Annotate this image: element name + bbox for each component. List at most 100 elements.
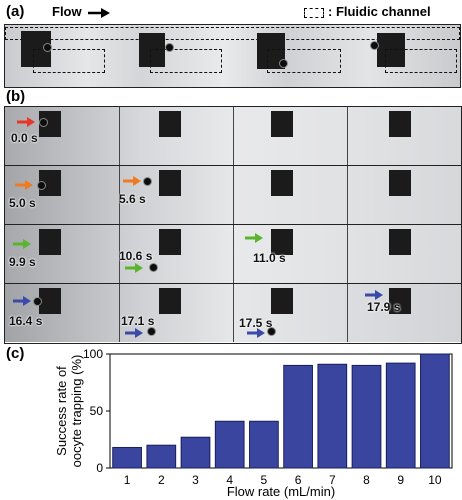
bar — [249, 420, 279, 469]
arrow-icon — [17, 117, 35, 127]
arrow-icon — [365, 290, 383, 300]
flow-arrow-icon — [88, 7, 111, 18]
x-tick-label: 4 — [226, 473, 233, 487]
trap-structure — [39, 229, 61, 255]
panel-b-label: (b) — [6, 88, 26, 105]
frame: 11.0 s — [233, 225, 348, 283]
x-axis-label: Flow rate (mL/min) — [227, 484, 335, 499]
bar — [385, 362, 416, 469]
frame: 17.9 s — [347, 284, 461, 342]
oocyte — [43, 43, 52, 52]
x-tick-label: 3 — [192, 473, 199, 487]
oocyte — [370, 41, 379, 50]
y-tick-label: 50 — [90, 404, 104, 418]
oocyte — [39, 118, 48, 127]
arrow-icon — [247, 328, 265, 338]
arrow-icon — [13, 296, 31, 306]
bar — [214, 420, 245, 469]
oocyte — [279, 59, 288, 68]
x-tick-label: 9 — [397, 473, 404, 487]
timestamp: 9.9 s — [9, 255, 36, 269]
oocyte — [149, 263, 158, 272]
frame: 9.9 s — [5, 225, 120, 283]
frame: 0.0 s — [5, 107, 120, 165]
trap-structure — [271, 111, 293, 137]
x-tick-label: 6 — [295, 473, 302, 487]
timestamp: 5.6 s — [119, 192, 146, 206]
trap-structure — [159, 229, 181, 255]
flow-label: Flow — [52, 4, 111, 19]
trap-structure — [389, 288, 411, 314]
bar — [351, 364, 382, 469]
frame — [347, 166, 461, 224]
trap-structure — [377, 33, 405, 67]
frame — [119, 107, 234, 165]
trap-structure — [389, 111, 411, 137]
x-tick-label: 10 — [428, 473, 442, 487]
y-tick-label: 0 — [96, 461, 103, 475]
trap-structure — [39, 170, 61, 196]
arrow-icon — [123, 176, 141, 186]
frame: 17.1 s — [119, 284, 234, 342]
trap-structure — [271, 229, 293, 255]
arrow-icon — [125, 263, 143, 273]
timestamp: 5.0 s — [9, 196, 36, 210]
fluidic-channel-outline — [385, 49, 457, 73]
arrow-icon — [245, 233, 263, 243]
y-tick-label: 100 — [83, 347, 103, 361]
frame — [347, 107, 461, 165]
channel-overview-image — [4, 24, 461, 88]
frame: 16.4 s — [5, 284, 120, 342]
oocyte — [147, 327, 156, 336]
x-tick-label: 7 — [329, 473, 336, 487]
frame — [233, 166, 348, 224]
x-tick-label: 8 — [363, 473, 370, 487]
oocyte — [37, 181, 46, 190]
arrow-icon — [15, 180, 33, 190]
trap-structure — [159, 170, 181, 196]
trap-structure — [39, 288, 61, 314]
bar — [146, 444, 177, 469]
arrow-icon — [125, 328, 143, 338]
timestamp: 10.6 s — [119, 249, 153, 263]
y-axis-label: oocyte trapping (%) — [69, 355, 84, 468]
timestamp: 0.0 s — [11, 131, 38, 145]
bar — [283, 364, 313, 469]
frame: 17.5 s — [233, 284, 348, 342]
panel-c-label: (c) — [6, 345, 25, 362]
bar — [317, 363, 348, 469]
timestamp: 17.5 s — [239, 316, 273, 330]
frame — [233, 107, 348, 165]
trap-structure — [39, 111, 61, 137]
bar — [180, 436, 211, 469]
trap-structure — [389, 170, 411, 196]
bar — [112, 446, 142, 469]
oocyte — [165, 43, 174, 52]
time-lapse-row: 5.0 s 5.6 s — [5, 166, 461, 225]
fluidic-channel-outline — [267, 49, 341, 73]
frame: 5.6 s — [119, 166, 234, 224]
oocyte — [267, 327, 276, 336]
oocyte — [143, 177, 152, 186]
panel-a-label: (a) — [6, 3, 25, 20]
y-axis-label: Success rate of — [54, 366, 69, 456]
timestamp: 17.9 s — [367, 300, 401, 314]
fluidic-channel-outline — [150, 49, 222, 73]
x-tick-label: 2 — [158, 473, 165, 487]
trap-structure — [159, 111, 181, 137]
fluidic-channel-outline — [33, 49, 105, 73]
timestamp: 16.4 s — [9, 314, 43, 328]
timestamp: 11.0 s — [253, 251, 286, 265]
frame: 10.6 s — [119, 225, 234, 283]
trap-structure — [139, 33, 165, 67]
time-lapse-row: 0.0 s — [5, 107, 461, 166]
time-lapse-row: 9.9 s 10.6 s 11.0 s — [5, 225, 461, 284]
oocyte — [33, 297, 42, 306]
fluidic-channel-outline — [5, 27, 460, 40]
bar — [420, 353, 450, 469]
arrow-icon — [13, 239, 31, 249]
timestamp: 17.1 s — [121, 314, 155, 328]
x-tick-label: 1 — [124, 473, 131, 487]
trap-structure — [271, 288, 293, 314]
